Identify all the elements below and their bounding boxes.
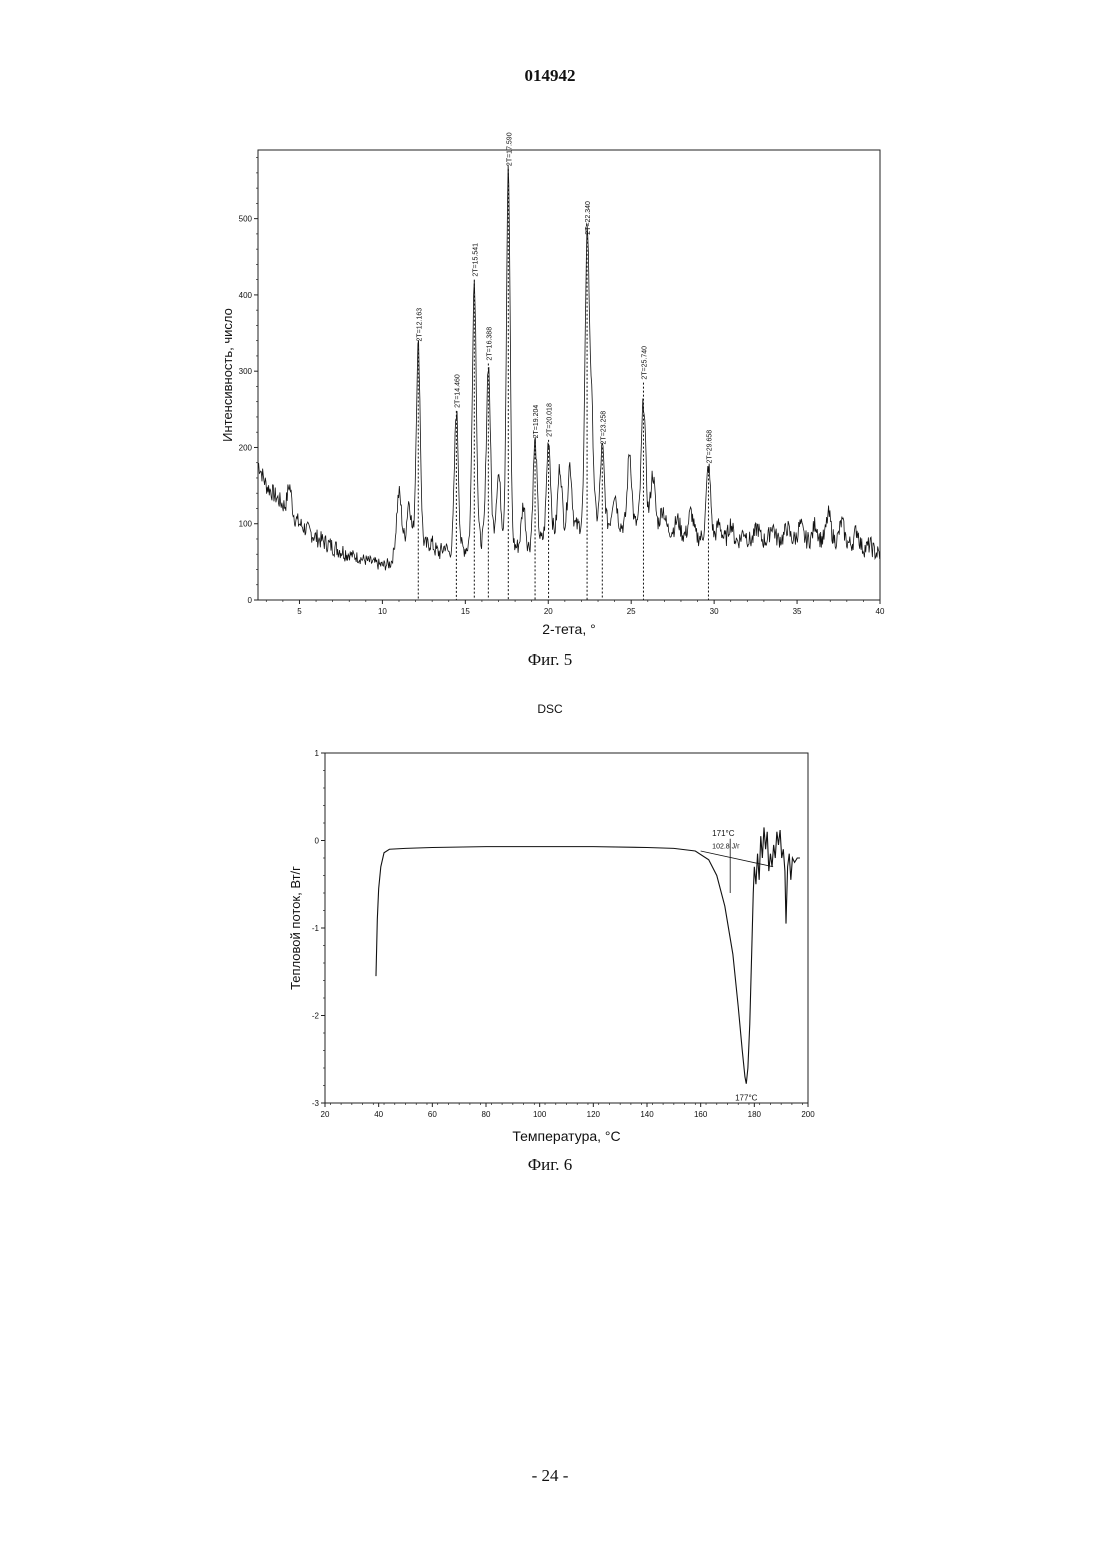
- dsc-x-tick-label: 160: [694, 1110, 708, 1119]
- dsc-x-tick-label: 120: [587, 1110, 601, 1119]
- xrd-y-tick-label: 200: [239, 443, 253, 452]
- dsc-x-tick-label: 20: [321, 1110, 330, 1119]
- dsc-plot-frame: [325, 753, 808, 1103]
- xrd-y-tick-label: 0: [248, 596, 253, 605]
- dsc-y-tick-label: -1: [312, 924, 320, 933]
- dsc-enthalpy-label: 102.8 J/г: [712, 844, 740, 851]
- dsc-x-tick-label: 60: [428, 1110, 437, 1119]
- dsc-y-tick-label: 1: [315, 749, 320, 758]
- dsc-y-tick-label: -3: [312, 1099, 320, 1108]
- figure-6-caption: Фиг. 6: [0, 1155, 1100, 1175]
- xrd-peak-label: 2T=12.163: [416, 308, 423, 342]
- dsc-peak-label: 177°C: [735, 1094, 758, 1103]
- dsc-x-tick-label: 100: [533, 1110, 547, 1119]
- dsc-x-tick-label: 180: [748, 1110, 762, 1119]
- xrd-peak-label: 2T=14.460: [454, 374, 461, 408]
- xrd-x-axis-label: 2-тета, °: [542, 621, 595, 637]
- xrd-pattern-line: [258, 165, 880, 571]
- dsc-x-tick-label: 140: [640, 1110, 654, 1119]
- xrd-y-axis-label: Интенсивность, число: [220, 308, 235, 442]
- xrd-peak-label: 2T=22.340: [585, 201, 592, 235]
- xrd-peak-label: 2T=25.740: [641, 346, 648, 380]
- xrd-x-tick-label: 10: [378, 607, 387, 616]
- dsc-x-tick-label: 80: [482, 1110, 491, 1119]
- xrd-peak-label: 2T=29.658: [706, 430, 713, 464]
- dsc-y-axis-label: Тепловой поток, Вт/г: [288, 866, 303, 990]
- dsc-y-tick-label: 0: [315, 837, 320, 846]
- xrd-y-tick-label: 500: [239, 215, 253, 224]
- xrd-peak-label: 2T=17.590: [506, 132, 513, 166]
- xrd-x-tick-label: 40: [876, 607, 885, 616]
- xrd-x-tick-label: 20: [544, 607, 553, 616]
- xrd-x-tick-label: 25: [627, 607, 636, 616]
- xrd-x-tick-label: 30: [710, 607, 719, 616]
- dsc-heat-flow-line: [376, 827, 800, 1083]
- xrd-peak-label: 2T=23.258: [600, 411, 607, 445]
- xrd-peak-label: 2T=16.388: [486, 327, 493, 361]
- xrd-x-tick-label: 5: [297, 607, 302, 616]
- xrd-peak-label: 2T=20.018: [547, 403, 554, 437]
- xrd-x-tick-label: 15: [461, 607, 470, 616]
- xrd-y-tick-label: 100: [239, 520, 253, 529]
- dsc-y-tick-label: -2: [312, 1012, 320, 1021]
- dsc-x-tick-label: 200: [801, 1110, 815, 1119]
- dsc-onset-label: 171°C: [712, 829, 735, 838]
- xrd-x-tick-label: 35: [793, 607, 802, 616]
- xrd-y-tick-label: 300: [239, 367, 253, 376]
- xrd-peak-label: 2T=19.204: [533, 405, 540, 439]
- dsc-x-tick-label: 40: [374, 1110, 383, 1119]
- xrd-peak-label: 2T=15.541: [472, 243, 479, 277]
- dsc-x-axis-label: Температура, °C: [512, 1128, 620, 1144]
- dsc-chart-title: DSC: [0, 702, 1100, 716]
- figure-5-caption: Фиг. 5: [0, 650, 1100, 670]
- xrd-y-tick-label: 400: [239, 291, 253, 300]
- page-number: - 24 -: [0, 1466, 1100, 1486]
